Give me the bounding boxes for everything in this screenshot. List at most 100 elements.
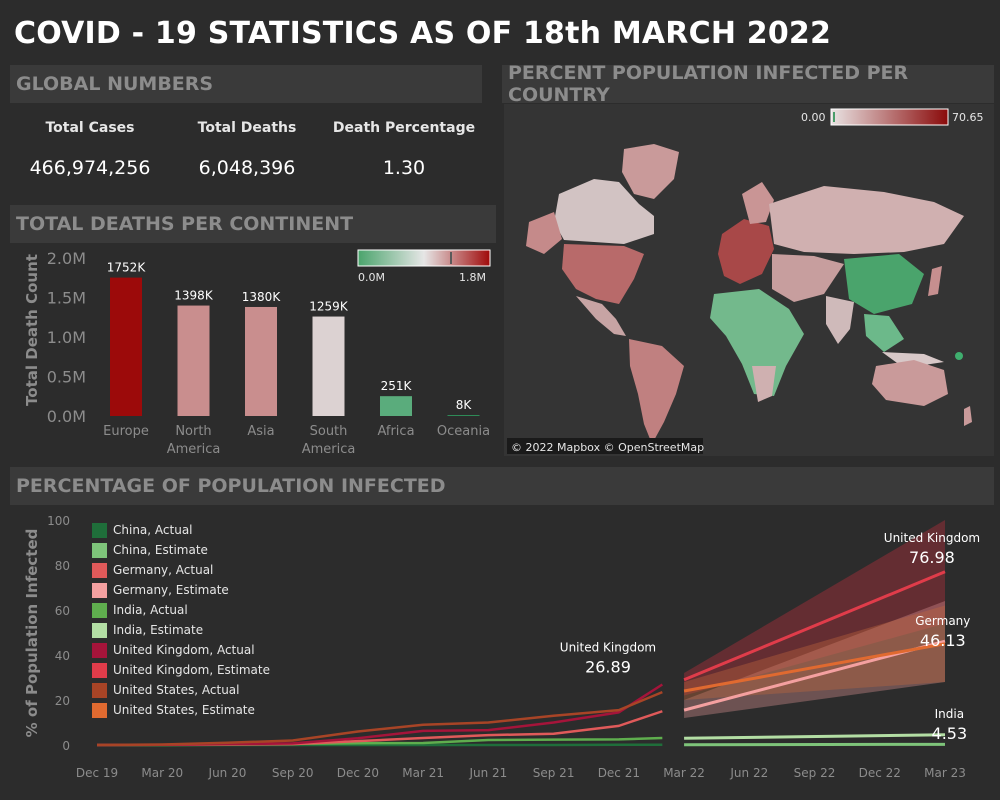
- world-map[interactable]: [504, 104, 994, 456]
- continent-legend-max: 1.8M: [459, 271, 486, 284]
- legend-swatch: [92, 682, 107, 698]
- continent-header: TOTAL DEATHS PER CONTINENT: [10, 205, 496, 243]
- scandinavia-shape[interactable]: [742, 182, 774, 224]
- bar-category-label: America: [302, 442, 356, 457]
- china-shape[interactable]: [844, 254, 924, 314]
- map-legend-max: 70.65: [952, 111, 984, 124]
- series-line-india-estimate[interactable]: [684, 733, 946, 740]
- bar-africa[interactable]: [380, 396, 412, 416]
- legend-item-india-actual[interactable]: India, Actual: [92, 602, 188, 618]
- forecast-band-united-states: [684, 605, 945, 700]
- line-x-tick: Sep 21: [533, 766, 575, 780]
- bar-south-america[interactable]: [312, 316, 345, 416]
- bar-value-label: 8K: [456, 398, 473, 412]
- continent-bar-chart[interactable]: 0.0M 1.8M 0.0M 0.5M 1.0M 1.5M 2.0M Total Deat…: [0, 244, 500, 484]
- forecast-band-germany: [684, 601, 945, 718]
- legend-label: China, Actual: [113, 523, 193, 537]
- annotation-value: 4.53: [932, 724, 968, 743]
- usa-shape[interactable]: [562, 244, 644, 304]
- legend-label: Germany, Actual: [113, 563, 214, 577]
- bar-category-label: Africa: [377, 424, 414, 439]
- legend-item-china-estimate[interactable]: China, Estimate: [92, 542, 208, 558]
- series-line-united-states-actual[interactable]: [96, 690, 663, 747]
- line-x-tick: Mar 22: [663, 766, 705, 780]
- legend-item-china-actual[interactable]: China, Actual: [92, 522, 193, 538]
- southeast-asia-shape[interactable]: [864, 314, 904, 352]
- line-y-tick: 100: [47, 514, 70, 528]
- total-cases-value: 466,974,256: [29, 157, 151, 179]
- legend-item-germany-estimate[interactable]: Germany, Estimate: [92, 582, 229, 598]
- map-color-legend: [830, 108, 949, 126]
- series-line-united-kingdom-estimate[interactable]: [683, 570, 946, 682]
- bar-y-axis-label: Total Death Count: [23, 254, 41, 406]
- map-header: PERCENT POPULATION INFECTED PER COUNTRY: [502, 62, 994, 106]
- legend-item-united-kingdom-estimate[interactable]: United Kingdom, Estimate: [92, 662, 270, 678]
- mexico-shape[interactable]: [576, 296, 626, 336]
- line-x-tick: Dec 22: [859, 766, 901, 780]
- line-y-tick: 20: [55, 694, 70, 708]
- bar-y-tick: 1.5M: [47, 289, 86, 308]
- south-america-shape[interactable]: [629, 339, 684, 444]
- map-attribution[interactable]: © 2022 Mapbox © OpenStreetMap: [511, 441, 705, 454]
- legend-swatch: [92, 702, 107, 718]
- legend-swatch: [92, 522, 107, 538]
- russia-shape[interactable]: [769, 186, 964, 254]
- total-deaths-value: 6,048,396: [198, 157, 296, 179]
- line-y-tick: 40: [55, 649, 70, 663]
- legend-label: United States, Estimate: [113, 703, 255, 717]
- line-x-tick: Jun 21: [468, 766, 507, 780]
- world-map-panel[interactable]: [504, 104, 994, 456]
- bar-asia[interactable]: [245, 306, 277, 416]
- map-legend-marker: [833, 112, 835, 122]
- central-asia-shape[interactable]: [772, 254, 844, 302]
- legend-item-united-kingdom-actual[interactable]: United Kingdom, Actual: [92, 642, 255, 658]
- greenland-shape[interactable]: [622, 144, 679, 199]
- africa-shape[interactable]: [710, 289, 804, 396]
- japan-shape[interactable]: [928, 266, 942, 296]
- indonesia-shape[interactable]: [882, 352, 944, 368]
- annotation-country: United Kingdom: [560, 640, 656, 654]
- annotation-country: Germany: [915, 614, 970, 628]
- line-x-tick: Dec 20: [337, 766, 379, 780]
- bar-category-label: America: [167, 442, 221, 457]
- canada-shape[interactable]: [554, 179, 654, 244]
- bar-value-label: 1752K: [107, 261, 147, 275]
- continent-legend-min: 0.0M: [358, 271, 385, 284]
- legend-item-united-states-estimate[interactable]: United States, Estimate: [92, 702, 255, 718]
- total-deaths-label: Total Deaths: [197, 120, 297, 136]
- bar-value-label: 1259K: [309, 300, 349, 314]
- line-x-tick: Jun 22: [729, 766, 768, 780]
- annotation-value: 46.13: [920, 631, 966, 650]
- death-percentage-label: Death Percentage: [332, 120, 476, 136]
- southern-africa-shape[interactable]: [752, 366, 776, 402]
- australia-shape[interactable]: [872, 360, 948, 406]
- series-line-united-states-estimate[interactable]: [683, 642, 946, 693]
- annotation-country: India: [935, 707, 964, 721]
- bar-north-america[interactable]: [177, 305, 210, 416]
- annotation-country: United Kingdom: [884, 531, 980, 545]
- legend-item-united-states-actual[interactable]: United States, Actual: [92, 682, 239, 698]
- global-numbers-header: GLOBAL NUMBERS: [10, 65, 482, 103]
- bar-category-label: Asia: [247, 424, 274, 439]
- bar-category-label: North: [175, 424, 211, 439]
- map-legend-min: 0.00: [801, 111, 826, 124]
- india-shape[interactable]: [826, 296, 854, 344]
- legend-swatch: [92, 662, 107, 678]
- alaska-shape[interactable]: [526, 212, 562, 254]
- legend-swatch: [92, 582, 107, 598]
- bar-y-tick: 1.0M: [47, 328, 86, 347]
- bar-value-label: 1380K: [242, 290, 282, 304]
- line-x-tick: Dec 21: [598, 766, 640, 780]
- legend-label: Germany, Estimate: [113, 583, 229, 597]
- bar-oceania[interactable]: [447, 415, 480, 416]
- europe-shape[interactable]: [718, 219, 774, 284]
- bar-value-label: 1398K: [174, 289, 214, 303]
- legend-item-india-estimate[interactable]: India, Estimate: [92, 622, 203, 638]
- legend-item-germany-actual[interactable]: Germany, Actual: [92, 562, 213, 578]
- bar-category-label: Oceania: [437, 424, 490, 439]
- pacific-island-marker[interactable]: [955, 352, 963, 360]
- line-y-tick: 80: [55, 559, 70, 573]
- infection-line-chart[interactable]: 0 20 40 60 80 100 % of Population Infected Dec …: [0, 500, 1000, 800]
- bar-europe[interactable]: [110, 277, 142, 416]
- new-zealand-shape[interactable]: [964, 406, 972, 426]
